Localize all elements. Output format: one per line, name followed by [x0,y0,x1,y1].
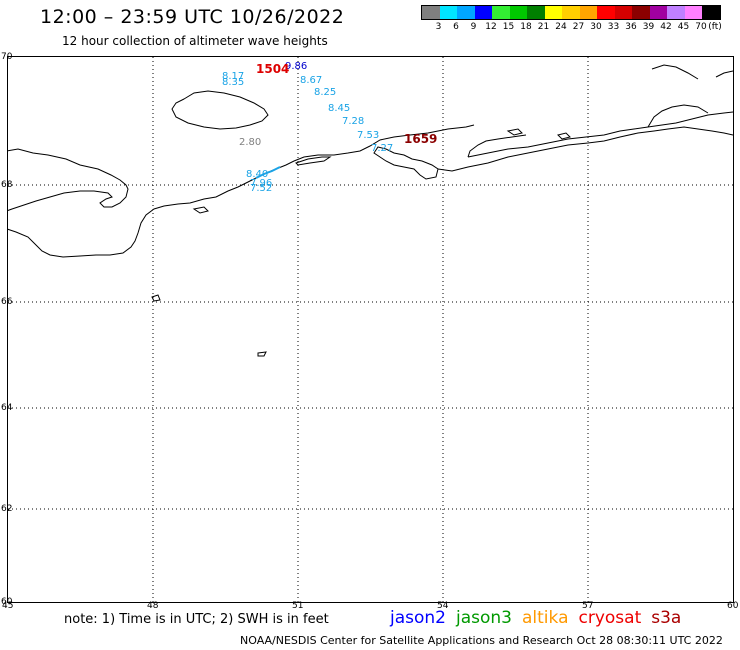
swh-observation-label: 7.28 [342,116,364,127]
legend-tick-label: 15 [502,22,515,32]
coast-island-east [647,104,709,128]
kolguev-island [171,90,269,130]
swh-track-cryosat [255,166,281,179]
swh-observation-label: 9.86 [285,61,307,72]
legend-tick-label: 42 [660,22,672,32]
swh-observation-label: 8.25 [314,87,336,98]
legend-swatch-1 [439,6,457,19]
legend-swatch-13 [649,6,667,19]
satellite-legend: jason2 jason3 altika cryosat s3a [390,608,691,628]
longitude-label: 60 [727,601,739,611]
swh-observation-label: 8.40 [246,169,268,180]
coast-main-shore [8,124,475,258]
wave-height-observations: 8.178.35 9.86 8.678.25 8.45 7.28 7.53 7.27 8.40… [222,61,393,194]
map-panel: 8.17 8.35 9.86 8.67 8.25 8.45 7.28 7.53 7.27 8.40… [7,56,734,603]
coast-bay-east [373,146,439,180]
legend-swatch-14 [667,6,685,19]
satellite-altika: altika [522,608,569,628]
coast-east-shore [437,126,733,172]
swh-observation-label: 7.27 [371,143,393,154]
page-subtitle: 12 hour collection of altimeter wave hei… [62,34,328,48]
pass-id-label: 1659 [404,132,437,146]
legend-swatch-4 [492,6,510,19]
legend-tick-label: 21 [537,22,550,32]
islet-south-a [151,294,161,302]
coast-arctic-islet-b [715,70,733,78]
color-legend: 3 6 9 12 15 18 21 24 27 30 33 36 39 42 45 70 (ft) [421,5,722,34]
latitude-label: 60 [1,597,13,607]
legend-tick-label: 12 [485,22,497,32]
latitude-label: 64 [1,403,13,413]
islet-bay-a [192,206,209,214]
legend-tick-label: 70 [695,22,707,32]
coast-spit [295,156,332,166]
legend-tick-label: 3 [435,22,442,32]
legend-tick-label: 45 [677,22,690,32]
coast-north-shore [467,111,733,158]
satellite-jason3: jason3 [456,608,512,628]
footer-note: note: 1) Time is in UTC; 2) SWH is in fe… [64,612,329,627]
coastline [8,64,733,357]
legend-swatch-16 [702,6,720,19]
latitude-label: 62 [1,504,13,514]
longitude-label: 51 [292,601,304,611]
latitude-label: 68 [1,180,13,190]
legend-tick-label: 18 [520,22,532,32]
swh-observation-label: 8.35 [222,77,244,88]
swh-observation-label: 7.96 [250,178,272,189]
swh-observation-label: 2.80 [239,137,261,148]
legend-tick-label: 33 [607,22,620,32]
longitude-label: 57 [582,601,594,611]
pass-identifiers: 1504 1659 [256,62,437,146]
legend-swatches [421,5,721,20]
latitude-label: 70 [1,52,13,62]
legend-tick-label: 9 [470,22,477,32]
page-title: 12:00 – 23:59 UTC 10/26/2022 [40,6,345,28]
legend-tick-label: 27 [572,22,585,32]
latitude-label: 66 [1,297,13,307]
islet-south-b [257,351,267,357]
longitude-label: 54 [437,601,449,611]
swh-observation-label: 8.45 [328,103,350,114]
longitude-label: 48 [147,601,159,611]
legend-swatch-2 [457,6,475,19]
footer-credit: NOAA/NESDIS Center for Satellite Applica… [240,634,723,647]
swh-observation-label: 8.17 [222,71,244,82]
legend-swatch-10 [597,6,615,19]
legend-tick-label: 36 [625,22,637,32]
legend-swatch-3 [474,6,492,19]
satellite-cryosat: cryosat [578,608,642,628]
longitude-label: 45 [2,601,14,611]
legend-ticks: 3 6 9 12 15 18 21 24 27 30 33 36 39 42 45 70 (ft) [421,20,722,34]
swh-observation-label: 8.67 [300,75,322,86]
legend-unit: (ft) [708,22,722,32]
graticule [8,57,733,602]
islet-east-b [557,132,571,140]
swh-observation-label: 7.53 [357,130,379,141]
legend-tick-label: 24 [555,22,567,32]
islet-east-a [506,128,523,136]
swh-observation-label: 7.52 [250,183,272,194]
pass-id-label: 1504 [256,62,289,76]
legend-tick-label: 30 [590,22,602,32]
legend-swatch-8 [562,6,580,19]
legend-swatch-6 [527,6,545,19]
legend-tick-label: 39 [642,22,655,32]
coast-cape-east [467,134,527,158]
coast-west-peninsula [8,148,129,211]
coast-arctic-islet-a [651,64,699,80]
legend-swatch-12 [632,6,650,19]
legend-swatch-9 [579,6,597,19]
legend-swatch-0 [422,6,440,19]
legend-tick-label: 6 [453,22,459,32]
satellite-s3a: s3a [651,608,682,628]
map-canvas: 8.178.35 9.86 8.678.25 8.45 7.28 7.53 7.27 8.40… [8,57,733,602]
legend-swatch-5 [509,6,527,19]
legend-swatch-15 [684,6,702,19]
legend-swatch-11 [614,6,632,19]
satellite-jason2: jason2 [390,608,446,628]
legend-swatch-7 [544,6,562,19]
